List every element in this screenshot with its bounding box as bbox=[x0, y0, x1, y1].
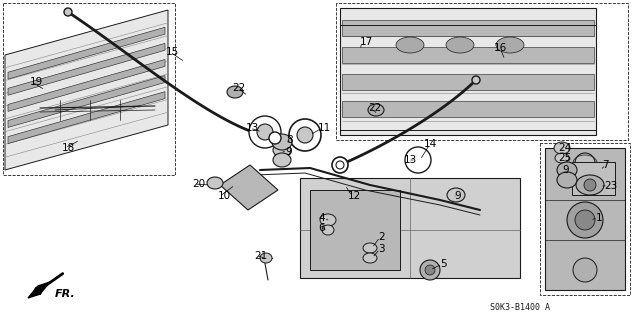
Polygon shape bbox=[342, 74, 594, 90]
Circle shape bbox=[269, 132, 281, 144]
Ellipse shape bbox=[496, 37, 524, 53]
Polygon shape bbox=[28, 282, 50, 298]
Ellipse shape bbox=[272, 134, 292, 150]
Text: 7: 7 bbox=[602, 160, 609, 170]
Ellipse shape bbox=[557, 162, 577, 178]
Text: 21: 21 bbox=[254, 251, 268, 261]
Polygon shape bbox=[8, 27, 165, 79]
Circle shape bbox=[405, 147, 431, 173]
Text: S0K3-B1400 A: S0K3-B1400 A bbox=[490, 303, 550, 313]
Ellipse shape bbox=[322, 225, 334, 235]
Text: 13: 13 bbox=[404, 155, 417, 165]
Polygon shape bbox=[340, 8, 596, 135]
Text: FR.: FR. bbox=[55, 289, 76, 299]
Text: 5: 5 bbox=[440, 259, 447, 269]
Ellipse shape bbox=[576, 175, 604, 195]
Ellipse shape bbox=[368, 104, 384, 116]
Text: 6: 6 bbox=[318, 223, 324, 233]
Polygon shape bbox=[220, 165, 278, 210]
Text: 9: 9 bbox=[454, 191, 461, 201]
Ellipse shape bbox=[554, 142, 570, 154]
Polygon shape bbox=[5, 10, 168, 170]
Circle shape bbox=[420, 260, 440, 280]
Ellipse shape bbox=[260, 253, 272, 263]
Polygon shape bbox=[8, 92, 165, 143]
Ellipse shape bbox=[555, 153, 569, 163]
Text: 22: 22 bbox=[232, 83, 245, 93]
Polygon shape bbox=[572, 162, 615, 195]
Polygon shape bbox=[342, 20, 594, 36]
Ellipse shape bbox=[557, 172, 577, 188]
Circle shape bbox=[425, 265, 435, 275]
Ellipse shape bbox=[273, 153, 291, 167]
Circle shape bbox=[297, 127, 313, 143]
Polygon shape bbox=[545, 148, 625, 290]
Circle shape bbox=[472, 76, 480, 84]
Polygon shape bbox=[8, 59, 165, 111]
Circle shape bbox=[332, 157, 348, 173]
Text: 14: 14 bbox=[424, 139, 437, 149]
Polygon shape bbox=[310, 190, 400, 270]
Text: 11: 11 bbox=[318, 123, 332, 133]
Polygon shape bbox=[342, 101, 594, 117]
Text: 23: 23 bbox=[604, 181, 617, 191]
Ellipse shape bbox=[396, 37, 424, 53]
Circle shape bbox=[575, 210, 595, 230]
Ellipse shape bbox=[207, 177, 223, 189]
Circle shape bbox=[575, 153, 595, 173]
Polygon shape bbox=[300, 178, 520, 278]
Circle shape bbox=[584, 179, 596, 191]
Circle shape bbox=[249, 116, 281, 148]
Circle shape bbox=[64, 8, 72, 16]
Text: 13: 13 bbox=[246, 123, 259, 133]
Text: 12: 12 bbox=[348, 191, 361, 201]
Circle shape bbox=[257, 124, 273, 140]
Text: 19: 19 bbox=[30, 77, 44, 87]
Text: 2: 2 bbox=[378, 232, 385, 242]
Circle shape bbox=[573, 258, 597, 282]
Ellipse shape bbox=[227, 86, 243, 98]
Polygon shape bbox=[8, 76, 165, 128]
Text: 10: 10 bbox=[218, 191, 231, 201]
Ellipse shape bbox=[320, 214, 336, 226]
Circle shape bbox=[289, 119, 321, 151]
Text: 8: 8 bbox=[286, 135, 292, 145]
Text: 4: 4 bbox=[318, 213, 324, 223]
Ellipse shape bbox=[447, 188, 465, 202]
Text: 3: 3 bbox=[378, 244, 385, 254]
Text: 20: 20 bbox=[192, 179, 205, 189]
Ellipse shape bbox=[446, 37, 474, 53]
Ellipse shape bbox=[273, 143, 291, 157]
Text: 15: 15 bbox=[166, 47, 179, 57]
Text: 25: 25 bbox=[558, 153, 572, 163]
Text: 17: 17 bbox=[360, 37, 373, 47]
Text: 18: 18 bbox=[62, 143, 76, 153]
Circle shape bbox=[567, 202, 603, 238]
Text: 24: 24 bbox=[558, 143, 572, 153]
Text: 22: 22 bbox=[368, 103, 381, 113]
Text: 1: 1 bbox=[596, 213, 603, 223]
Text: 16: 16 bbox=[494, 43, 508, 53]
Text: 9: 9 bbox=[285, 147, 292, 157]
Circle shape bbox=[336, 161, 344, 169]
Ellipse shape bbox=[363, 253, 377, 263]
Text: 9: 9 bbox=[562, 165, 568, 175]
Polygon shape bbox=[8, 43, 165, 95]
Ellipse shape bbox=[363, 243, 377, 253]
Polygon shape bbox=[342, 47, 594, 63]
